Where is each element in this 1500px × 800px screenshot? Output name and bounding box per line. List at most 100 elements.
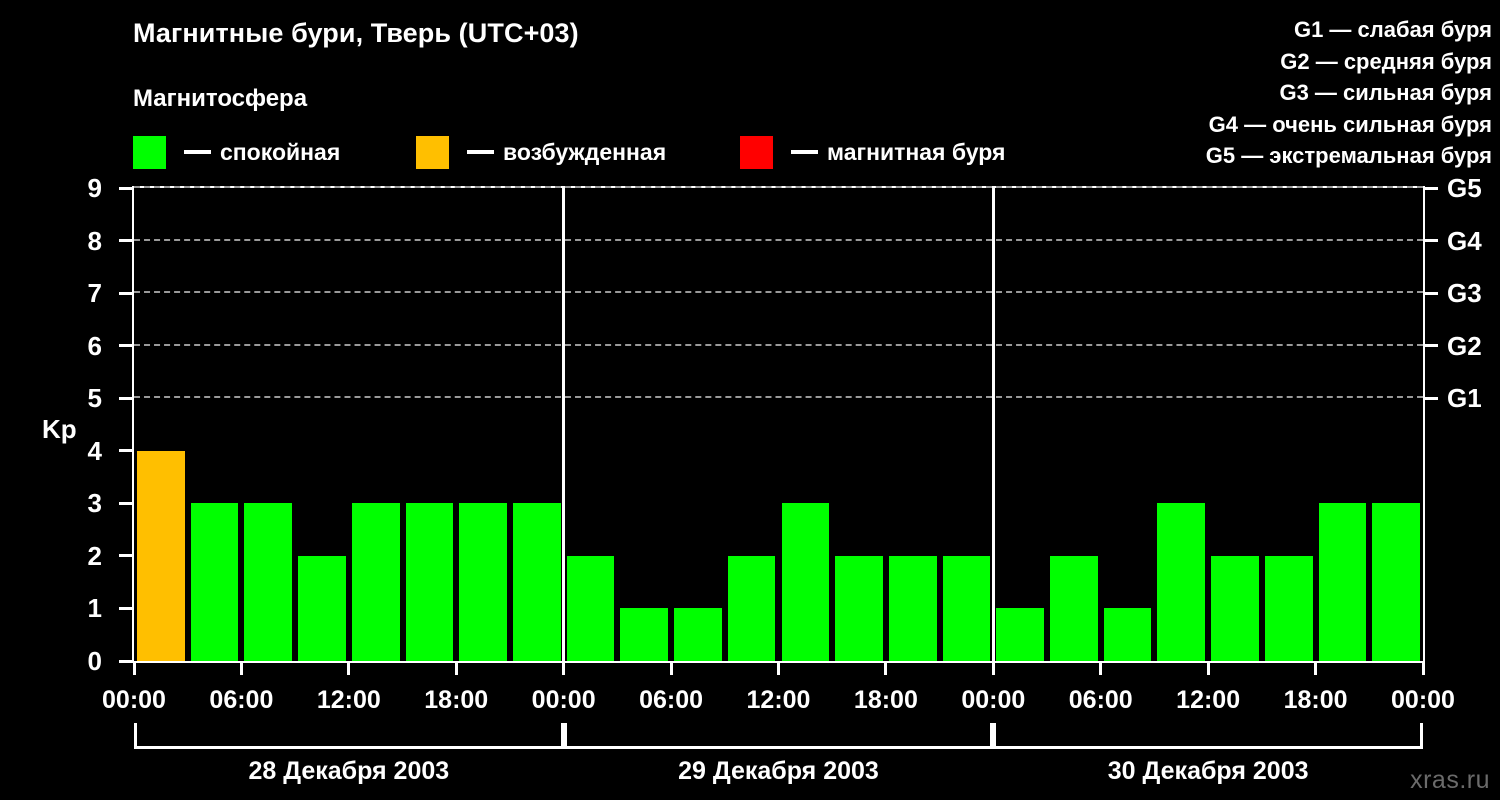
legend-swatch-icon bbox=[133, 135, 166, 169]
bar[interactable] bbox=[1318, 503, 1367, 661]
g-tick-G1 bbox=[1425, 396, 1438, 400]
gridline-kp-9 bbox=[134, 186, 1423, 188]
day-separator-2 bbox=[991, 188, 995, 661]
y-tick-label-8: 8 bbox=[87, 225, 102, 256]
y-tick-label-5: 5 bbox=[87, 383, 102, 414]
g-tick-G4 bbox=[1425, 239, 1438, 243]
gridline-kp-6 bbox=[134, 343, 1423, 346]
bar[interactable] bbox=[137, 450, 185, 661]
legend-label: магнитная буря bbox=[827, 138, 1006, 165]
x-tick-label-11: 18:00 bbox=[1283, 686, 1348, 714]
bar[interactable] bbox=[1050, 555, 1098, 661]
day-bracket-2 bbox=[563, 723, 994, 749]
g-tick-label-G2: G2 bbox=[1447, 330, 1482, 361]
x-tick-label-6: 12:00 bbox=[746, 686, 811, 714]
day-label-2: 29 Декабря 2003 bbox=[678, 757, 879, 785]
bar[interactable] bbox=[727, 555, 776, 661]
bars-container bbox=[134, 188, 1423, 661]
g-tick-label-G4: G4 bbox=[1447, 225, 1482, 256]
y-tick-label-0: 0 bbox=[87, 646, 102, 676]
g-tick-G5 bbox=[1425, 186, 1438, 190]
bar[interactable] bbox=[620, 608, 669, 661]
x-tick-7 bbox=[884, 663, 888, 675]
bar[interactable] bbox=[459, 503, 507, 661]
bar[interactable] bbox=[1103, 608, 1152, 661]
x-tick-label-7: 18:00 bbox=[853, 686, 918, 714]
x-tick-label-8: 00:00 bbox=[961, 686, 1026, 714]
page-title: Магнитные бури, Тверь (UTC+03) bbox=[133, 18, 579, 48]
y-tick-label-4: 4 bbox=[87, 435, 102, 466]
legend-dash-icon bbox=[467, 150, 494, 154]
day-label-3: 30 Декабря 2003 bbox=[1107, 757, 1309, 785]
y-tick-label-2: 2 bbox=[87, 540, 102, 571]
y-axis-title: Kp bbox=[42, 414, 77, 444]
bar[interactable] bbox=[942, 555, 991, 661]
x-tick-label-4: 00:00 bbox=[531, 686, 596, 714]
y-tick-1 bbox=[119, 606, 132, 610]
y-tick-label-1: 1 bbox=[87, 593, 102, 624]
gridline-kp-8 bbox=[134, 238, 1423, 241]
bar[interactable] bbox=[674, 608, 722, 661]
magnetosphere-legend: спокойная возбужденная магнитная буря bbox=[133, 135, 1033, 169]
bar[interactable] bbox=[405, 503, 454, 661]
legend-item-1: возбужденная bbox=[416, 135, 666, 169]
y-tick-9 bbox=[119, 186, 132, 190]
bar[interactable] bbox=[1264, 555, 1313, 661]
storm-scale-legend: G1 — слабая буря G2 — средняя буря G3 — си… bbox=[1072, 14, 1492, 172]
g-tick-label-G1: G1 bbox=[1447, 383, 1482, 414]
watermark: xras.ru bbox=[1410, 766, 1490, 794]
plot-area bbox=[132, 186, 1425, 663]
bar[interactable] bbox=[781, 503, 830, 661]
g-tick-label-G3: G3 bbox=[1447, 278, 1482, 309]
storm-scale-line-3: G3 — сильная буря bbox=[1279, 80, 1492, 105]
legend-label: спокойная bbox=[220, 138, 341, 165]
y-tick-5 bbox=[119, 396, 132, 400]
x-tick-label-2: 12:00 bbox=[316, 686, 381, 714]
x-tick-label-10: 12:00 bbox=[1176, 686, 1241, 714]
x-tick-4 bbox=[562, 663, 566, 675]
bar[interactable] bbox=[1211, 555, 1259, 661]
g-tick-G3 bbox=[1425, 291, 1438, 295]
y-tick-2 bbox=[119, 554, 132, 558]
y-tick-label-6: 6 bbox=[87, 330, 102, 361]
bar[interactable] bbox=[835, 555, 883, 661]
x-tick-label-12: 00:00 bbox=[1391, 686, 1455, 714]
x-tick-label-3: 18:00 bbox=[424, 686, 489, 714]
x-tick-label-0: 00:00 bbox=[102, 686, 166, 714]
bar[interactable] bbox=[244, 503, 293, 661]
day-separator-1 bbox=[562, 188, 566, 661]
g-tick-G2 bbox=[1425, 344, 1438, 348]
legend-dash-icon bbox=[184, 150, 211, 154]
day-label-1: 28 Декабря 2003 bbox=[248, 757, 450, 785]
legend-swatch-icon bbox=[740, 135, 773, 169]
bar[interactable] bbox=[190, 503, 239, 661]
day-bracket-3 bbox=[993, 723, 1423, 749]
bar[interactable] bbox=[512, 503, 561, 661]
bar[interactable] bbox=[566, 555, 615, 661]
bar[interactable] bbox=[1372, 503, 1420, 661]
x-tick-2 bbox=[347, 663, 351, 675]
bar[interactable] bbox=[888, 555, 937, 661]
g-tick-label-G5: G5 bbox=[1447, 173, 1482, 203]
bar[interactable] bbox=[298, 555, 346, 661]
x-tick-8 bbox=[991, 663, 995, 675]
storm-scale-line-5: G5 — экстремальная буря bbox=[1205, 143, 1492, 168]
storm-scale-line-2: G2 — средняя буря bbox=[1280, 48, 1492, 74]
magnetosphere-subtitle: Магнитосфера bbox=[133, 85, 308, 112]
y-tick-8 bbox=[119, 239, 132, 243]
bar[interactable] bbox=[1157, 503, 1206, 661]
y-tick-0 bbox=[119, 659, 132, 663]
x-tick-9 bbox=[1099, 663, 1103, 675]
legend-dash-icon bbox=[791, 150, 818, 154]
bar[interactable] bbox=[351, 503, 400, 661]
x-tick-5 bbox=[669, 663, 673, 675]
storm-scale-line-4: G4 — очень сильная буря bbox=[1208, 111, 1492, 137]
y-tick-6 bbox=[119, 344, 132, 348]
x-tick-0 bbox=[132, 663, 136, 675]
x-tick-label-1: 06:00 bbox=[209, 686, 274, 714]
gridline-kp-5 bbox=[134, 396, 1423, 399]
x-tick-12 bbox=[1421, 663, 1425, 675]
y-tick-3 bbox=[119, 501, 132, 505]
bar[interactable] bbox=[996, 608, 1045, 661]
